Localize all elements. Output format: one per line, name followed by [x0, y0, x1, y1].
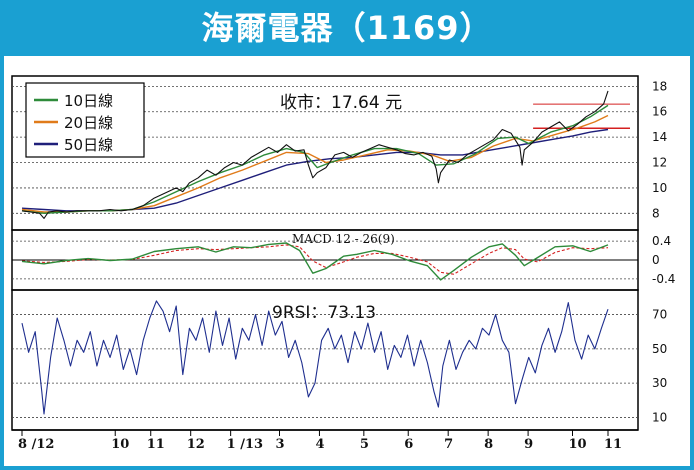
- chart-title: 海爾電器（1169）: [201, 9, 493, 47]
- x-tick-0: 8 /12: [18, 437, 54, 452]
- x-tick-6: 4: [315, 437, 324, 452]
- x-tick-11: 9: [524, 437, 533, 452]
- rsi-ytick-3: 70: [652, 308, 667, 322]
- x-tick-9: 7: [444, 437, 453, 452]
- price-line: [21, 90, 609, 219]
- legend-label-ma10: 10日線: [64, 92, 113, 110]
- price-ytick-4: 16: [652, 105, 667, 119]
- macd-ytick-2: -0.4: [652, 272, 675, 286]
- series-lines: [21, 90, 609, 415]
- macd-line: [21, 242, 609, 281]
- rsi-annotation: 9RSI：73.13: [272, 303, 376, 323]
- legend: 10日線 20日線 50日線: [25, 82, 145, 158]
- legend-label-ma50: 50日線: [64, 136, 113, 154]
- rsi-ytick-1: 30: [652, 376, 667, 390]
- price-ytick-1: 10: [652, 181, 667, 195]
- price-ytick-0: 8: [652, 206, 660, 220]
- x-tick-13: 11: [604, 437, 622, 452]
- rsi-ytick-0: 10: [652, 410, 667, 424]
- stock-chart: 8 10 12 14 16 18 0.4 0 -0.4 10 30 50 70 8 /12 10 11 12 1 …: [11, 75, 675, 452]
- macd-label: MACD 12 - 26(9): [292, 232, 395, 246]
- macd-ytick-1: 0: [652, 253, 660, 267]
- x-tick-3: 12: [187, 437, 205, 452]
- reference-lines: [533, 103, 630, 130]
- x-tick-5: 3: [275, 437, 284, 452]
- x-tick-4: 1 /13: [227, 437, 263, 452]
- close-price-annotation: 收市：17.64 元: [280, 93, 402, 113]
- rsi-line: [21, 300, 609, 415]
- price-ytick-3: 14: [652, 130, 667, 144]
- x-tick-1: 10: [111, 437, 129, 452]
- x-tick-7: 5: [360, 437, 369, 452]
- chart-panel: 8 10 12 14 16 18 0.4 0 -0.4 10 30 50 70 8 /12 10 11 12 1 …: [4, 56, 690, 466]
- macd-signal-line: [21, 244, 609, 275]
- x-tick-10: 8: [484, 437, 493, 452]
- tick-labels: 8 10 12 14 16 18 0.4 0 -0.4 10 30 50 70 8 /12 10 11 12 1 …: [18, 79, 675, 452]
- x-tick-2: 11: [147, 437, 165, 452]
- price-ytick-5: 18: [652, 79, 667, 93]
- legend-label-ma20: 20日線: [64, 114, 113, 132]
- price-ytick-2: 12: [652, 156, 667, 170]
- x-tick-8: 6: [404, 437, 413, 452]
- rsi-ytick-2: 50: [652, 342, 667, 356]
- x-tick-12: 10: [568, 437, 586, 452]
- macd-ytick-0: 0.4: [652, 234, 671, 248]
